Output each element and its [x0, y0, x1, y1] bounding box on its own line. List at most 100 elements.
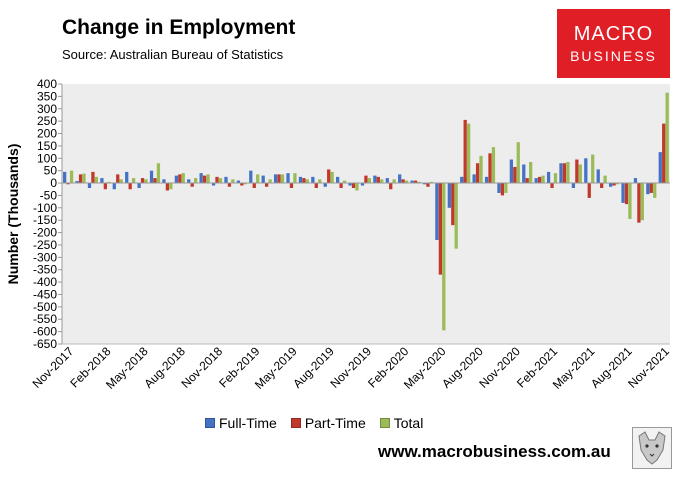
bar-part-time: [624, 183, 629, 205]
bar-total: [206, 174, 210, 184]
bar-full-time: [385, 178, 389, 184]
bar-total: [256, 174, 260, 184]
bar-full-time: [435, 183, 439, 240]
bar-total: [330, 171, 334, 184]
macrobusiness-logo: MACRO BUSINESS: [557, 9, 670, 78]
bar-total: [541, 175, 545, 184]
bar-full-time: [211, 183, 216, 186]
bar-total: [640, 183, 644, 221]
bar-full-time: [249, 170, 253, 184]
bar-total: [404, 180, 409, 184]
y-tick-label: 150: [37, 139, 57, 153]
bar-full-time: [75, 181, 79, 184]
bar-part-time: [364, 175, 368, 184]
bar-total: [156, 163, 161, 184]
bar-part-time: [277, 174, 281, 184]
bar-total: [367, 178, 371, 184]
bar-full-time: [522, 164, 526, 184]
bar-part-time: [426, 183, 430, 187]
website-url[interactable]: www.macrobusiness.com.au: [378, 442, 611, 461]
y-tick-label: 250: [37, 114, 57, 128]
bar-part-time: [140, 178, 145, 184]
y-tick-label: -250: [33, 238, 57, 252]
bar-part-time: [314, 183, 318, 188]
bar-part-time: [376, 176, 380, 184]
bar-full-time: [422, 183, 427, 185]
bar-total: [268, 179, 272, 184]
bar-part-time: [240, 183, 244, 186]
legend-item-total: Total: [379, 415, 424, 431]
bar-total: [454, 183, 458, 249]
bar-part-time: [662, 123, 666, 184]
bar-part-time: [165, 183, 170, 191]
bar-part-time: [649, 183, 653, 193]
y-tick-label: -650: [33, 337, 57, 351]
y-tick-label: -600: [33, 325, 57, 339]
bar-total: [355, 183, 359, 191]
bar-part-time: [475, 163, 480, 184]
bar-total: [628, 183, 632, 219]
bar-part-time: [463, 119, 467, 184]
bar-full-time: [534, 178, 538, 184]
bar-total: [231, 179, 235, 184]
logo-line-2: BUSINESS: [570, 48, 657, 64]
bar-total: [553, 173, 558, 184]
bar-part-time: [575, 159, 579, 184]
legend-label-full-time: Full-Time: [219, 415, 277, 431]
y-tick-label: -200: [33, 226, 57, 240]
bar-total: [342, 180, 347, 184]
y-tick-label: -400: [33, 275, 57, 289]
y-tick-label: -500: [33, 300, 57, 314]
bar-total: [218, 178, 223, 184]
bar-total: [131, 178, 136, 184]
bar-total: [417, 181, 421, 184]
bar-total: [181, 173, 185, 184]
bar-total: [107, 181, 111, 184]
bar-full-time: [398, 174, 402, 184]
bar-part-time: [537, 176, 542, 184]
bar-part-time: [265, 183, 269, 187]
bar-part-time: [116, 174, 120, 184]
chart-legend: Full-Time Part-Time Total: [205, 415, 423, 431]
bar-total: [119, 179, 123, 184]
bar-full-time: [472, 174, 476, 184]
bar-part-time: [252, 183, 256, 188]
bar-part-time: [562, 163, 567, 184]
bar-part-time: [289, 183, 294, 188]
bar-full-time: [224, 176, 228, 184]
bar-full-time: [125, 171, 129, 184]
bar-total: [69, 170, 74, 184]
bar-total: [466, 123, 471, 184]
bar-part-time: [451, 183, 455, 226]
bar-full-time: [261, 175, 265, 184]
bar-part-time: [302, 178, 306, 184]
bar-part-time: [351, 183, 356, 188]
bar-full-time: [149, 170, 154, 184]
bar-part-time: [327, 169, 331, 184]
bar-part-time: [202, 175, 207, 184]
bar-full-time: [447, 183, 451, 208]
bar-full-time: [509, 159, 513, 184]
bar-total: [516, 142, 520, 184]
bar-full-time: [87, 183, 92, 188]
y-tick-label: -150: [33, 213, 57, 227]
bar-total: [603, 175, 607, 184]
bar-full-time: [348, 183, 352, 186]
bar-full-time: [162, 179, 166, 184]
bar-part-time: [637, 183, 641, 223]
bar-total: [429, 181, 434, 184]
bar-part-time: [78, 174, 83, 184]
bar-full-time: [658, 152, 662, 184]
bar-part-time: [587, 183, 591, 198]
bar-part-time: [128, 183, 132, 190]
y-tick-label: 50: [44, 164, 58, 178]
bar-full-time: [336, 176, 340, 184]
legend-label-total: Total: [393, 415, 424, 431]
bar-full-time: [546, 171, 551, 184]
bar-full-time: [621, 183, 625, 203]
bar-total: [380, 179, 384, 184]
bar-part-time: [550, 183, 554, 188]
y-tick-label: 350: [37, 89, 57, 103]
bar-total: [280, 174, 285, 184]
